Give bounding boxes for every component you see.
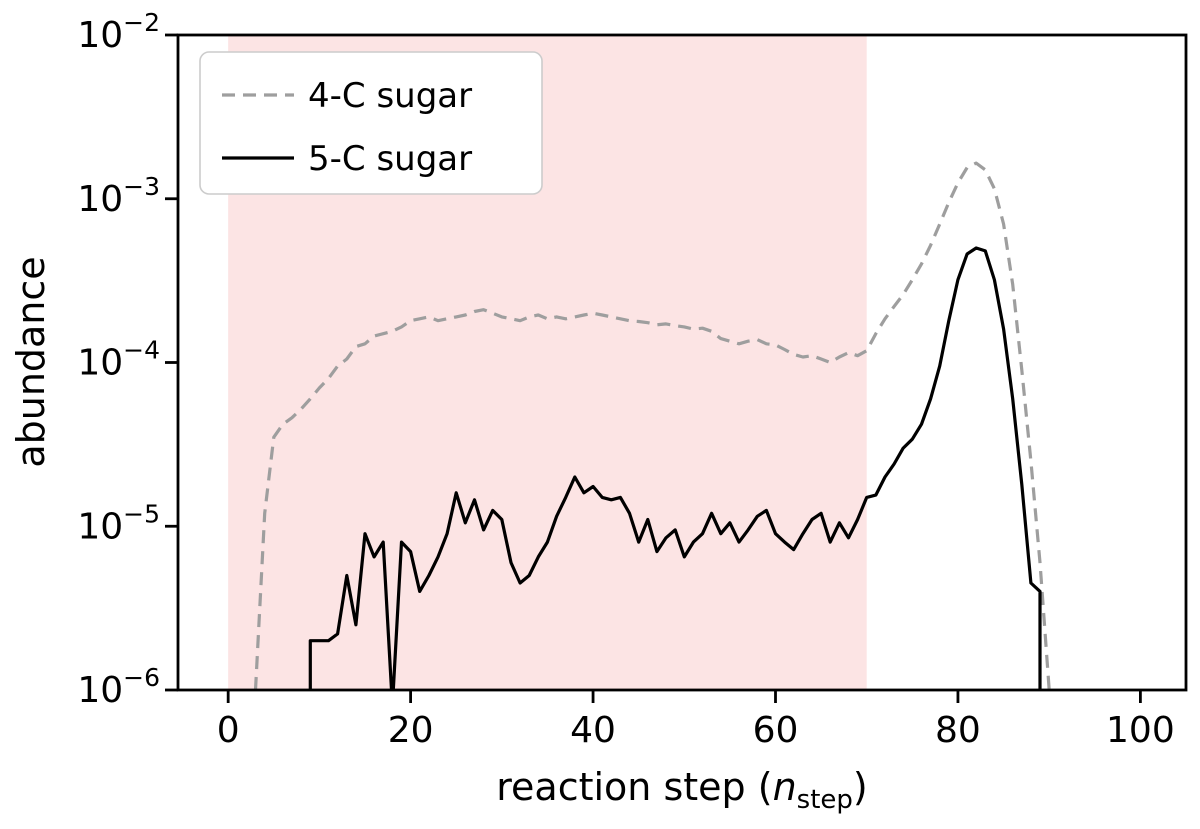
y-axis-ticks: 10−2 10−3 10−4 10−5 10−6: [77, 8, 178, 711]
series-line-5-c-sugar: [308, 246, 1042, 690]
legend: 4-C sugar 5-C sugar: [199, 51, 543, 195]
y-tick-label: 10−4: [77, 336, 160, 384]
series-lines: [253, 161, 1051, 690]
legend-label-4c-sugar: 4-C sugar: [308, 76, 472, 116]
y-tick-label: 10−6: [77, 663, 160, 711]
y-tick-label: 10−3: [77, 172, 160, 220]
x-axis-label-subscript: step: [797, 785, 853, 815]
x-tick-label: 20: [388, 710, 434, 751]
x-axis-label-variable: n: [773, 765, 797, 809]
axes-spines: [176, 33, 1188, 692]
y-tick-label: 10−2: [77, 8, 160, 56]
series-line-4-c-sugar: [253, 161, 1051, 690]
x-axis-label-suffix: ): [853, 765, 868, 809]
x-tick-label: 80: [935, 710, 981, 751]
x-tick-label: 100: [1106, 710, 1175, 751]
legend-label-5c-sugar: 5-C sugar: [308, 139, 472, 179]
y-tick-label: 10−5: [77, 499, 160, 547]
x-tick-label: 40: [570, 710, 616, 751]
x-axis-ticks: 0 20 40 60 80 100: [217, 690, 1175, 751]
y-axis-label: abundance: [9, 256, 53, 467]
x-axis-label-prefix: reaction step (: [496, 765, 772, 809]
x-tick-label: 60: [753, 710, 799, 751]
x-axis-label: reaction step (nstep): [496, 765, 868, 815]
x-tick-label: 0: [217, 710, 240, 751]
